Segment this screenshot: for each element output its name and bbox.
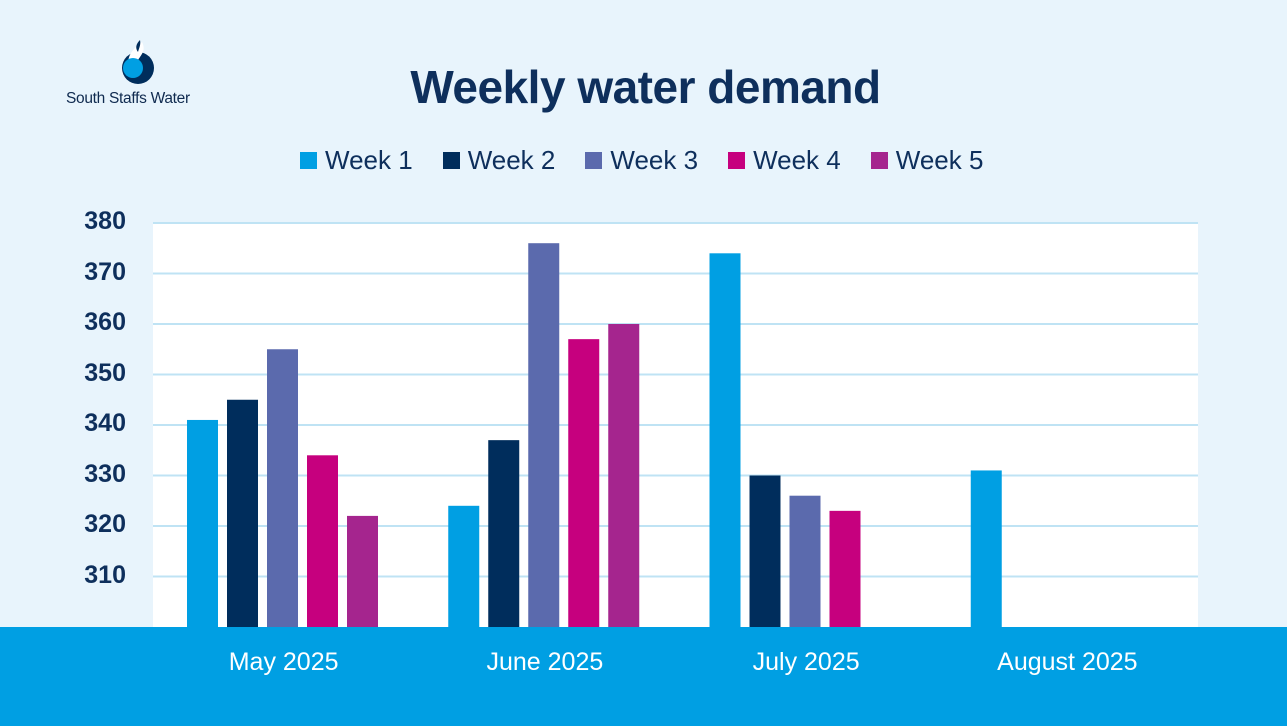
bar-june-2025-week-5 [608,324,640,627]
legend-swatch-week-1 [300,151,317,169]
y-tick-label-360: 360 [84,308,126,336]
brand-name: South Staffs Water [66,90,190,107]
bar-june-2025-week-3 [528,243,560,627]
y-tick-label-320: 320 [84,510,126,538]
y-tick-label-340: 340 [84,409,126,437]
bar-june-2025-week-2 [488,440,520,627]
bar-july-2025-week-4 [829,510,861,627]
legend-swatch-week-5 [870,151,888,169]
brand-logo: South Staffs Water [66,38,216,112]
legend-label-week-5: Week 5 [895,144,984,175]
legend-swatch-week-3 [585,151,603,169]
legend-label-week-2: Week 2 [467,144,556,175]
legend-label-week-1: Week 1 [325,144,413,175]
legend-label-week-3: Week 3 [610,144,699,175]
bar-may-2025-week-1 [187,419,218,627]
bar-june-2025-week-1 [448,505,480,627]
x-tick-label-july-2025: July 2025 [752,648,860,676]
legend-item-week-2: Week 2 [442,144,556,176]
x-tick-label-may-2025: May 2025 [228,648,339,676]
legend-label-week-4: Week 4 [753,144,841,175]
bar-may-2025-week-2 [227,399,258,627]
x-tick-label-august-2025: August 2025 [997,648,1138,676]
legend-item-week-1: Week 1 [300,145,413,176]
legend-swatch-week-2 [442,151,460,169]
bar-may-2025-week-5 [347,515,378,627]
y-tick-label-350: 350 [84,358,126,387]
chart-title: Weekly water demand [410,61,881,113]
y-tick-label-380: 380 [84,207,126,235]
bar-july-2025-week-3 [789,495,821,627]
bar-may-2025-week-3 [267,349,298,627]
bar-august-2025-week-1 [970,470,1002,627]
bar-june-2025-week-4 [568,339,600,627]
bar-july-2025-week-2 [749,475,781,627]
water-drop-logo-icon [122,40,154,84]
bar-may-2025-week-4 [307,455,338,627]
y-tick-label-330: 330 [84,459,126,488]
legend-item-week-5: Week 5 [870,144,984,176]
x-axis-band [0,627,1287,726]
chart-legend: Week 1 Week 2 Week 3 Week 4 Week 5 [300,143,983,177]
bar-july-2025-week-1 [709,253,741,628]
y-tick-label-370: 370 [84,257,126,286]
legend-swatch-week-4 [728,151,746,169]
x-tick-label-june-2025: June 2025 [486,648,604,676]
y-tick-label-310: 310 [84,560,126,589]
legend-item-week-4: Week 4 [728,145,841,176]
legend-item-week-3: Week 3 [585,145,698,176]
